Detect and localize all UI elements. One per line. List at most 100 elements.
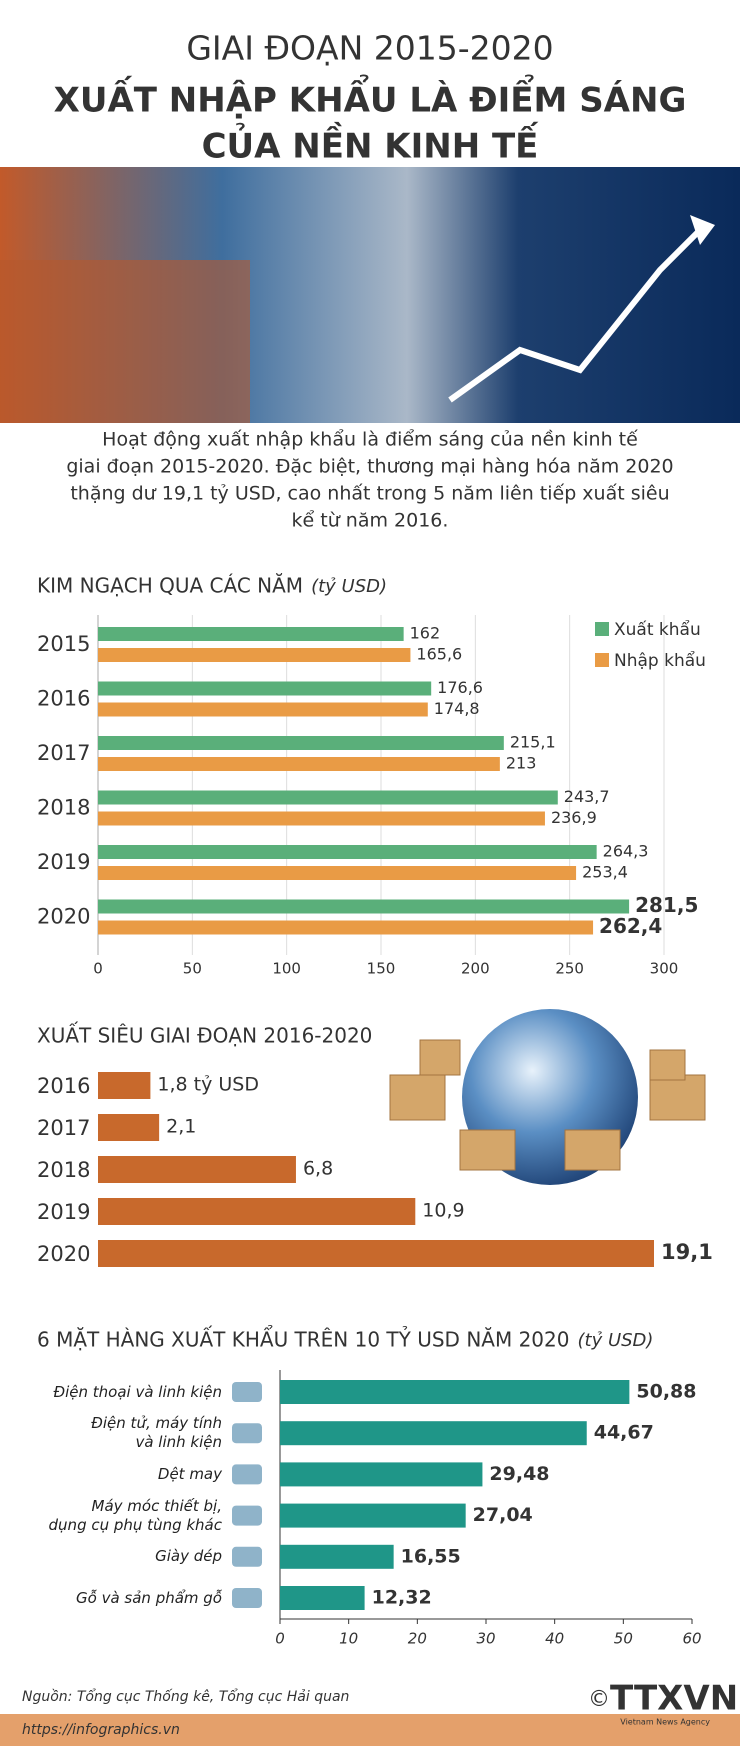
value-label: 253,4 bbox=[582, 863, 628, 882]
x-tick-label: 50 bbox=[183, 960, 202, 978]
category-label: Điện tử, máy tính và linh kiện bbox=[91, 1414, 222, 1452]
value-label: 165,6 bbox=[416, 645, 462, 664]
value-label: 162 bbox=[410, 624, 441, 643]
bar bbox=[98, 1156, 296, 1183]
bar bbox=[98, 681, 432, 696]
intro-line: kể từ năm 2016. bbox=[292, 510, 449, 532]
x-tick-label: 50 bbox=[614, 1630, 633, 1648]
x-tick-label: 300 bbox=[650, 960, 679, 978]
bar bbox=[280, 1544, 394, 1569]
x-tick-label: 100 bbox=[272, 960, 301, 978]
bar bbox=[98, 866, 577, 880]
x-tick-label: 0 bbox=[275, 1630, 285, 1648]
x-tick-label: 200 bbox=[461, 960, 490, 978]
bar bbox=[98, 899, 630, 914]
title: CỦA NỀN KINH TẾ bbox=[202, 122, 540, 167]
x-tick-label: 250 bbox=[555, 960, 584, 978]
category-label: Máy móc thiết bị, dụng cụ phụ tùng khác bbox=[48, 1496, 222, 1534]
category-label: Điện thoại và linh kiện bbox=[53, 1382, 222, 1401]
source: Nguồn: Tổng cục Thống kê, Tổng cục Hải q… bbox=[22, 1688, 349, 1705]
arrow bbox=[448, 227, 703, 403]
icon bbox=[232, 1423, 262, 1444]
legend-swatch bbox=[595, 622, 609, 636]
y-tick-label: 2016 bbox=[37, 687, 90, 711]
category-label: Giày dép bbox=[155, 1547, 222, 1566]
chart-unit: (tỷ USD) bbox=[577, 1330, 653, 1351]
bar bbox=[98, 1240, 654, 1267]
bar bbox=[280, 1462, 483, 1487]
chart-title: 6 MẶT HÀNG XUẤT KHẨU TRÊN 10 TỶ USD NĂM … bbox=[37, 1326, 569, 1352]
y-tick-label: 2015 bbox=[37, 632, 90, 656]
intro-line: thặng dư 19,1 tỷ USD, cao nhất trong 5 n… bbox=[70, 483, 669, 505]
value-label: 1,8 tỷ USD bbox=[157, 1074, 259, 1096]
y-tick-label: 2018 bbox=[37, 1158, 90, 1182]
x-tick-label: 60 bbox=[682, 1630, 701, 1648]
chart-unit: (tỷ USD) bbox=[311, 576, 387, 597]
logo: TTXVN bbox=[610, 1679, 738, 1719]
category-label: Gỗ và sản phẩm gỗ bbox=[76, 1588, 222, 1607]
logo-sub: Vietnam News Agency bbox=[620, 1718, 710, 1727]
bar bbox=[98, 702, 428, 717]
title: XUẤT NHẬP KHẨU LÀ ĐIỂM SÁNG bbox=[54, 75, 687, 121]
bar bbox=[98, 920, 594, 935]
arrow-head bbox=[690, 215, 715, 245]
bar bbox=[98, 790, 558, 805]
y-tick-label: 2017 bbox=[37, 1116, 90, 1140]
bar bbox=[98, 648, 411, 662]
icon bbox=[232, 1588, 262, 1608]
x-tick-label: 150 bbox=[367, 960, 396, 978]
chart-title: KIM NGẠCH QUA CÁC NĂM bbox=[37, 574, 303, 598]
containers bbox=[0, 260, 250, 423]
value-label: 19,1 bbox=[661, 1240, 713, 1264]
footer-band bbox=[0, 1714, 740, 1746]
copyright: © bbox=[588, 1687, 610, 1712]
y-tick-label: 2018 bbox=[37, 796, 90, 820]
value-label: 12,32 bbox=[372, 1587, 432, 1609]
bar bbox=[98, 1114, 160, 1141]
intro-line: giai đoạn 2015-2020. Đặc biệt, thương mạ… bbox=[66, 456, 673, 478]
value-label: 213 bbox=[506, 754, 537, 773]
bar bbox=[280, 1503, 466, 1528]
bar bbox=[280, 1586, 365, 1610]
boxes bbox=[389, 1039, 706, 1171]
intro-line: Hoạt động xuất nhập khẩu là điểm sáng củ… bbox=[102, 429, 638, 451]
value-label: 44,67 bbox=[594, 1422, 654, 1444]
bar bbox=[98, 1072, 151, 1099]
value-label: 176,6 bbox=[437, 678, 483, 697]
category-label: Dệt may bbox=[157, 1464, 222, 1483]
x-tick-label: 10 bbox=[339, 1630, 358, 1648]
value-label: 215,1 bbox=[510, 733, 556, 752]
y-tick-label: 2017 bbox=[37, 741, 90, 765]
bar bbox=[98, 757, 500, 771]
subtitle: GIAI ĐOẠN 2015-2020 bbox=[186, 29, 553, 68]
value-label: 16,55 bbox=[401, 1545, 461, 1567]
y-tick-label: 2016 bbox=[37, 1074, 90, 1098]
bar bbox=[98, 736, 504, 750]
value-label: 264,3 bbox=[603, 842, 649, 861]
legend-label: Nhập khẩu bbox=[614, 650, 706, 671]
value-label: 2,1 bbox=[166, 1116, 196, 1138]
value-label: 10,9 bbox=[422, 1200, 464, 1222]
bar bbox=[98, 1198, 416, 1225]
y-tick-label: 2020 bbox=[37, 1242, 90, 1266]
value-label: 243,7 bbox=[564, 787, 610, 806]
url: https://infographics.vn bbox=[22, 1722, 180, 1738]
value-label: 27,04 bbox=[473, 1504, 533, 1526]
x-tick-label: 30 bbox=[476, 1630, 495, 1648]
icon bbox=[232, 1382, 262, 1402]
icon bbox=[232, 1464, 262, 1485]
legend-label: Xuất khẩu bbox=[614, 619, 701, 640]
bar bbox=[98, 845, 597, 859]
value-label: 29,48 bbox=[489, 1463, 549, 1485]
legend-swatch bbox=[595, 653, 609, 667]
value-label: 281,5 bbox=[635, 893, 698, 917]
y-tick-label: 2020 bbox=[37, 905, 90, 929]
y-tick-label: 2019 bbox=[37, 850, 90, 874]
value-label: 50,88 bbox=[636, 1381, 696, 1403]
value-label: 6,8 bbox=[303, 1158, 333, 1180]
bar bbox=[280, 1421, 587, 1446]
bar bbox=[98, 627, 404, 641]
chart-title: XUẤT SIÊU GIAI ĐOẠN 2016-2020 bbox=[37, 1023, 372, 1048]
bar bbox=[280, 1380, 630, 1404]
